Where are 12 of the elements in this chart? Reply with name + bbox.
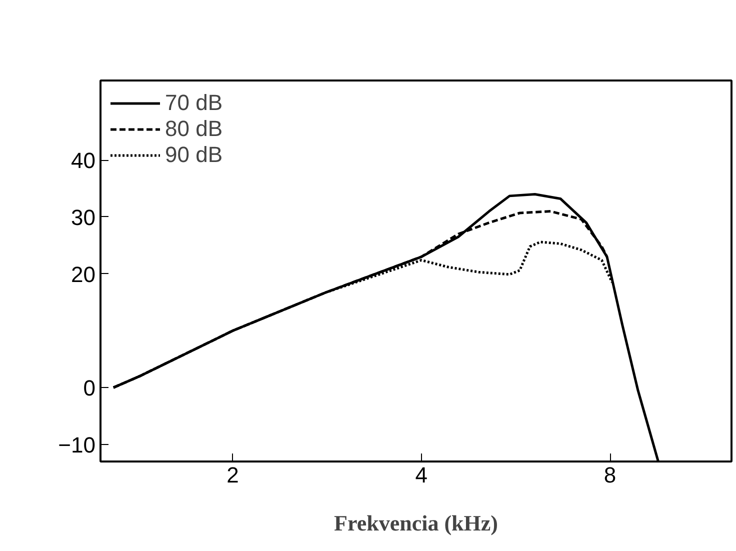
x-tick-label: 4	[415, 462, 428, 488]
legend-label: 80 dB	[165, 116, 222, 142]
y-tick-label: −10	[58, 432, 96, 458]
y-tick-label: 0	[83, 376, 96, 401]
legend-label: 90 dB	[165, 142, 222, 168]
y-tick-label: 30	[71, 204, 96, 230]
x-tick-label: 2	[226, 462, 239, 488]
x-axis-title: Frekvencia (kHz)	[334, 510, 498, 536]
y-tick-label: 20	[71, 262, 96, 287]
y-tick-label: 40	[71, 148, 96, 174]
x-tick-label: 8	[604, 462, 616, 488]
legend-label: 70 dB	[165, 90, 222, 116]
